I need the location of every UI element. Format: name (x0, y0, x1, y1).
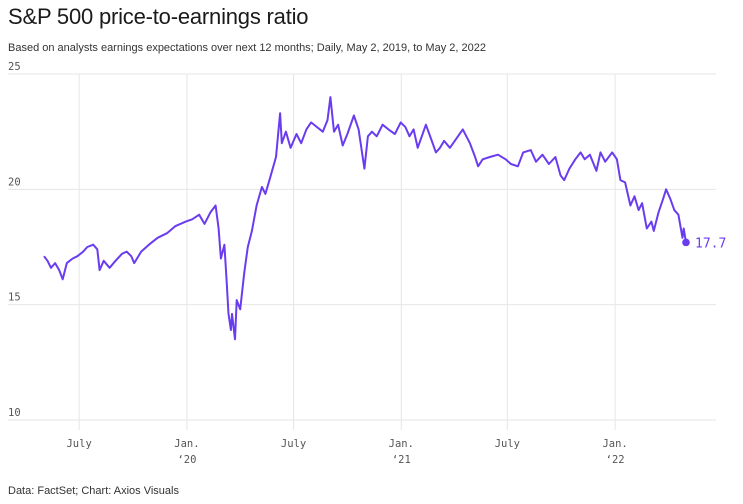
chart-source: Data: FactSet; Chart: Axios Visuals (8, 485, 179, 497)
pe-ratio-series-line (43, 96, 687, 341)
y-tick-label: 15 (8, 292, 21, 304)
pe-ratio-line-chart: 10 15 20 25 July Jan. ‘20 July Jan. ‘21 July Jan. ‘… (8, 61, 726, 466)
x-tick-year-label: ‘22 (606, 454, 625, 466)
y-tick-label: 25 (8, 61, 21, 73)
x-axis-labels: July Jan. ‘20 July Jan. ‘21 July Jan. ‘22 (66, 438, 627, 466)
y-axis-labels: 10 15 20 25 (8, 61, 21, 419)
x-tick-label: Jan. (174, 438, 199, 450)
x-tick-year-label: ‘20 (177, 454, 196, 466)
x-tick-label: July (66, 438, 91, 450)
x-tick-label: July (495, 438, 520, 450)
x-tick-year-label: ‘21 (392, 454, 411, 466)
x-tick-label: July (281, 438, 306, 450)
end-point-dot (682, 238, 690, 247)
x-gridlines (78, 74, 616, 430)
chart-subtitle: Based on analysts earnings expectations … (8, 42, 486, 54)
y-gridlines (8, 73, 716, 421)
chart-title: S&P 500 price-to-earnings ratio (8, 4, 309, 29)
end-value-label: 17.7 (695, 236, 726, 251)
x-tick-label: Jan. (602, 438, 627, 450)
y-tick-label: 10 (8, 407, 21, 419)
x-tick-label: Jan. (389, 438, 414, 450)
y-tick-label: 20 (8, 176, 21, 188)
